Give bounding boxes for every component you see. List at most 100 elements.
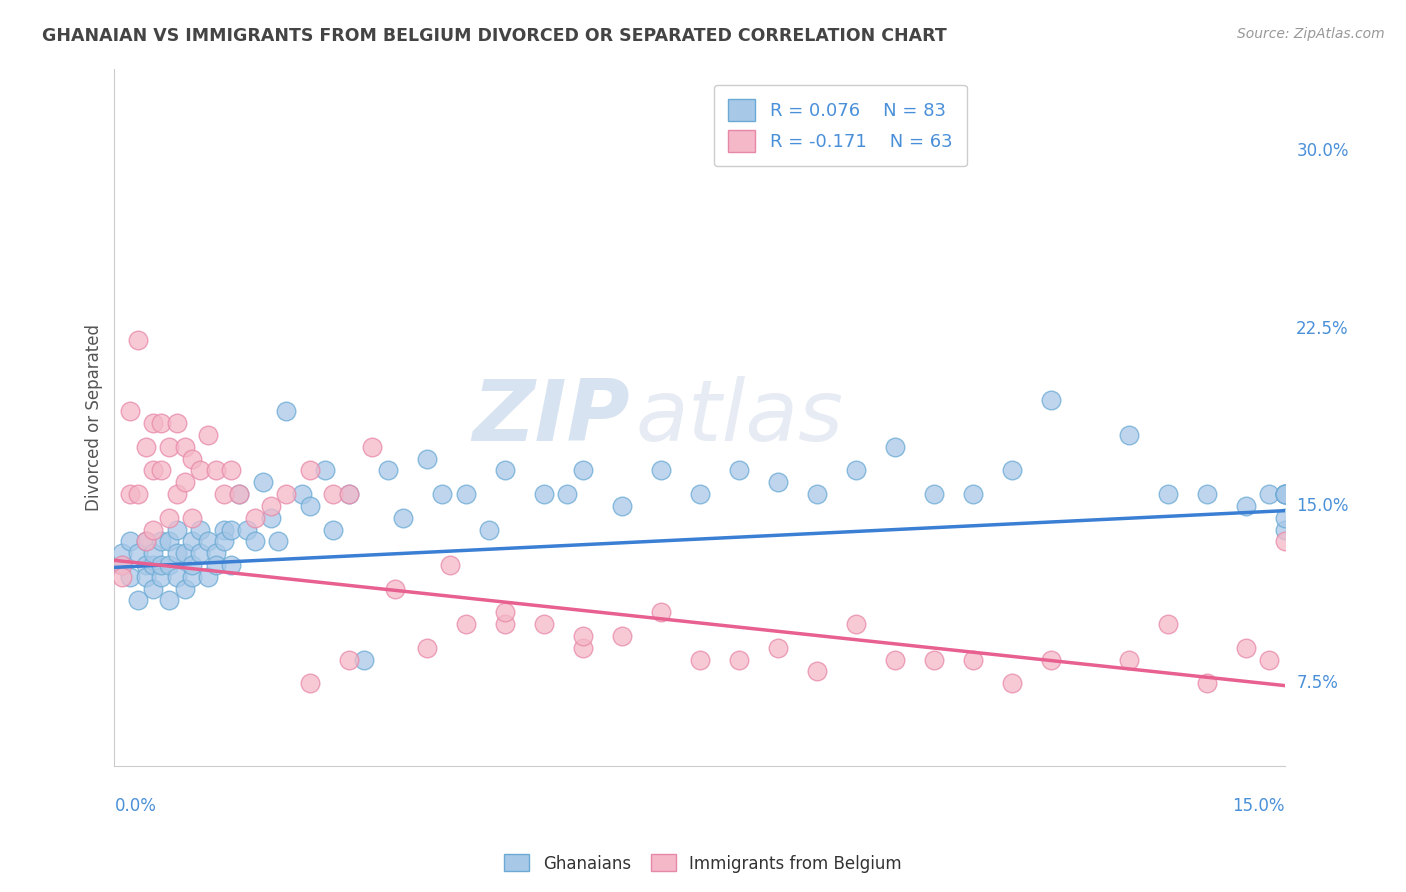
Point (212, 487, 235, 501)
Point (118, 487, 141, 501)
Point (157, 510, 180, 524)
Point (150, 570, 173, 584)
Point (212, 534, 235, 549)
Point (142, 523, 165, 537)
Point (392, 510, 415, 524)
Point (236, 523, 259, 537)
Point (173, 582, 195, 596)
Point (173, 475, 195, 490)
Point (1118, 428, 1140, 442)
Point (689, 652, 711, 666)
Point (494, 617, 516, 632)
Text: 22.5%: 22.5% (1296, 319, 1348, 337)
Point (181, 451, 204, 466)
Point (571, 640, 593, 655)
Legend: Ghanaians, Immigrants from Belgium: Ghanaians, Immigrants from Belgium (498, 847, 908, 880)
Point (571, 629, 593, 643)
Y-axis label: Divorced or Separated: Divorced or Separated (86, 324, 103, 511)
Point (533, 617, 555, 632)
Point (111, 558, 134, 572)
Text: GHANAIAN VS IMMIGRANTS FROM BELGIUM DIVORCED OR SEPARATED CORRELATION CHART: GHANAIAN VS IMMIGRANTS FROM BELGIUM DIVO… (42, 27, 946, 45)
Point (157, 440, 180, 454)
Point (298, 499, 321, 513)
Point (127, 487, 149, 501)
Point (212, 523, 235, 537)
Point (173, 440, 195, 454)
Point (432, 487, 454, 501)
Point (221, 523, 243, 537)
Point (766, 475, 789, 490)
Point (1118, 652, 1140, 666)
Point (188, 523, 211, 537)
Point (555, 487, 578, 501)
Point (454, 487, 477, 501)
Text: 15.0%: 15.0% (1233, 797, 1285, 814)
Point (259, 499, 281, 513)
Text: 30.0%: 30.0% (1296, 142, 1348, 161)
Point (478, 523, 501, 537)
Point (1195, 676, 1218, 690)
Point (181, 570, 204, 584)
Point (1274, 534, 1296, 549)
Point (1234, 640, 1257, 655)
Point (415, 640, 437, 655)
Point (274, 487, 297, 501)
Point (127, 546, 149, 560)
Point (111, 546, 134, 560)
Point (157, 558, 180, 572)
Point (157, 593, 180, 607)
Point (962, 487, 984, 501)
Point (298, 463, 321, 477)
Point (135, 570, 157, 584)
Text: atlas: atlas (636, 376, 844, 458)
Point (883, 440, 905, 454)
Text: Source: ZipAtlas.com: Source: ZipAtlas.com (1237, 27, 1385, 41)
Point (166, 416, 188, 430)
Point (197, 570, 219, 584)
Point (766, 640, 789, 655)
Point (571, 463, 593, 477)
Point (142, 546, 165, 560)
Point (221, 558, 243, 572)
Point (353, 652, 375, 666)
Point (322, 487, 344, 501)
Point (118, 570, 141, 584)
Point (337, 487, 360, 501)
Point (181, 558, 204, 572)
Point (243, 534, 266, 549)
Point (1258, 487, 1281, 501)
Point (127, 593, 149, 607)
Point (415, 451, 437, 466)
Point (1157, 487, 1180, 501)
Point (1039, 652, 1062, 666)
Point (314, 463, 336, 477)
Point (337, 487, 360, 501)
Point (533, 487, 555, 501)
Point (135, 558, 157, 572)
Point (322, 523, 344, 537)
Point (228, 487, 250, 501)
Point (1258, 652, 1281, 666)
Point (291, 487, 314, 501)
Point (150, 534, 173, 549)
Point (1039, 392, 1062, 407)
Point (494, 463, 516, 477)
Point (205, 546, 228, 560)
Point (188, 546, 211, 560)
Point (181, 534, 204, 549)
Point (166, 523, 188, 537)
Point (243, 510, 266, 524)
Point (650, 463, 672, 477)
Point (922, 487, 945, 501)
Point (337, 652, 360, 666)
Point (845, 617, 868, 632)
Point (197, 428, 219, 442)
Point (922, 652, 945, 666)
Point (883, 652, 905, 666)
Point (361, 440, 384, 454)
Point (494, 605, 516, 619)
Point (806, 665, 828, 679)
Point (1157, 617, 1180, 632)
Point (142, 558, 165, 572)
Point (1234, 499, 1257, 513)
